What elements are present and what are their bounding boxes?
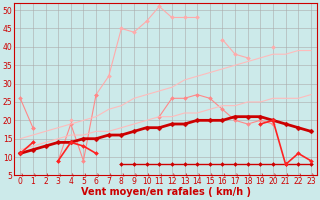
X-axis label: Vent moyen/en rafales ( km/h ): Vent moyen/en rafales ( km/h ) bbox=[81, 187, 251, 197]
